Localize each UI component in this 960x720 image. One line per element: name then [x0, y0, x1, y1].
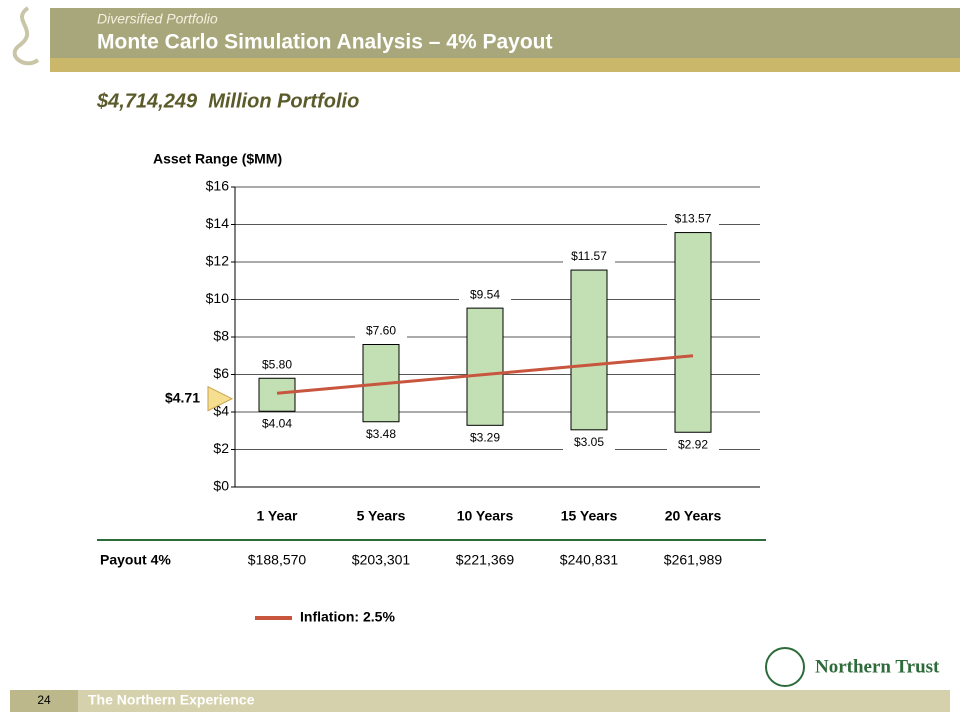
- y-tick-label: $8: [213, 328, 229, 344]
- high-label: $9.54: [470, 287, 500, 301]
- page-box: [10, 690, 78, 712]
- page-number: 24: [37, 693, 51, 707]
- ornament: [12, 6, 40, 66]
- heading: $4,714,249 Million Portfolio: [96, 90, 359, 112]
- inflation-line: [276, 354, 694, 395]
- x-tick-label: 5 Years: [357, 508, 406, 524]
- start-marker: [207, 385, 234, 412]
- y-tick-label: $10: [206, 290, 230, 306]
- label-bg: [459, 430, 511, 447]
- payout-label: Payout 4%: [100, 552, 171, 568]
- title: Monte Carlo Simulation Analysis – 4% Pay…: [97, 31, 553, 54]
- y-tick-label: $0: [213, 478, 229, 494]
- footer-band: [10, 690, 950, 712]
- start-label: $4.71: [165, 389, 200, 405]
- y-tick-label: $6: [213, 365, 229, 381]
- x-tick-label: 20 Years: [665, 508, 722, 524]
- x-tick-label: 1 Year: [256, 508, 298, 524]
- legend-label: Inflation: 2.5%: [300, 609, 395, 625]
- high-label: $13.57: [675, 212, 712, 226]
- label-bg: [563, 249, 615, 266]
- range-bar: [570, 269, 608, 431]
- high-label: $7.60: [366, 324, 396, 338]
- logo-mark: [765, 647, 805, 687]
- y-tick-label: $4: [213, 403, 229, 419]
- low-label: $3.29: [470, 430, 500, 444]
- label-bg: [459, 287, 511, 304]
- low-label: $4.04: [262, 416, 292, 430]
- header-stripe: [50, 58, 960, 72]
- subtitle: Diversified Portfolio: [97, 11, 218, 27]
- label-bg: [355, 426, 407, 443]
- label-bg: [667, 211, 719, 228]
- x-tick-label: 10 Years: [457, 508, 514, 524]
- logo-text: Northern Trust: [815, 656, 940, 677]
- payout-value: $261,989: [664, 552, 723, 568]
- range-bar: [674, 232, 712, 433]
- low-label: $2.92: [678, 437, 708, 451]
- y-tick-label: $2: [213, 440, 229, 456]
- y-tick-label: $14: [206, 215, 230, 231]
- label-bg: [563, 434, 615, 451]
- high-label: $11.57: [571, 249, 607, 263]
- label-bg: [667, 437, 719, 454]
- label-bg: [251, 416, 303, 433]
- range-bar: [466, 307, 504, 426]
- label-bg: [355, 323, 407, 340]
- payout-value: $240,831: [560, 552, 619, 568]
- y-tick-label: $16: [206, 178, 230, 194]
- y-tick-label: $12: [206, 253, 230, 269]
- label-bg: [251, 357, 303, 374]
- low-label: $3.05: [574, 435, 604, 449]
- payout-value: $221,369: [456, 552, 515, 568]
- low-label: $3.48: [366, 427, 396, 441]
- high-label: $5.80: [262, 357, 292, 371]
- range-bar: [258, 377, 296, 412]
- x-tick-label: 15 Years: [561, 508, 618, 524]
- payout-value: $203,301: [352, 552, 411, 568]
- chart-title: Asset Range ($MM): [153, 151, 282, 167]
- footer-text: The Northern Experience: [88, 692, 255, 708]
- header-band: [50, 8, 960, 58]
- payout-value: $188,570: [248, 552, 307, 568]
